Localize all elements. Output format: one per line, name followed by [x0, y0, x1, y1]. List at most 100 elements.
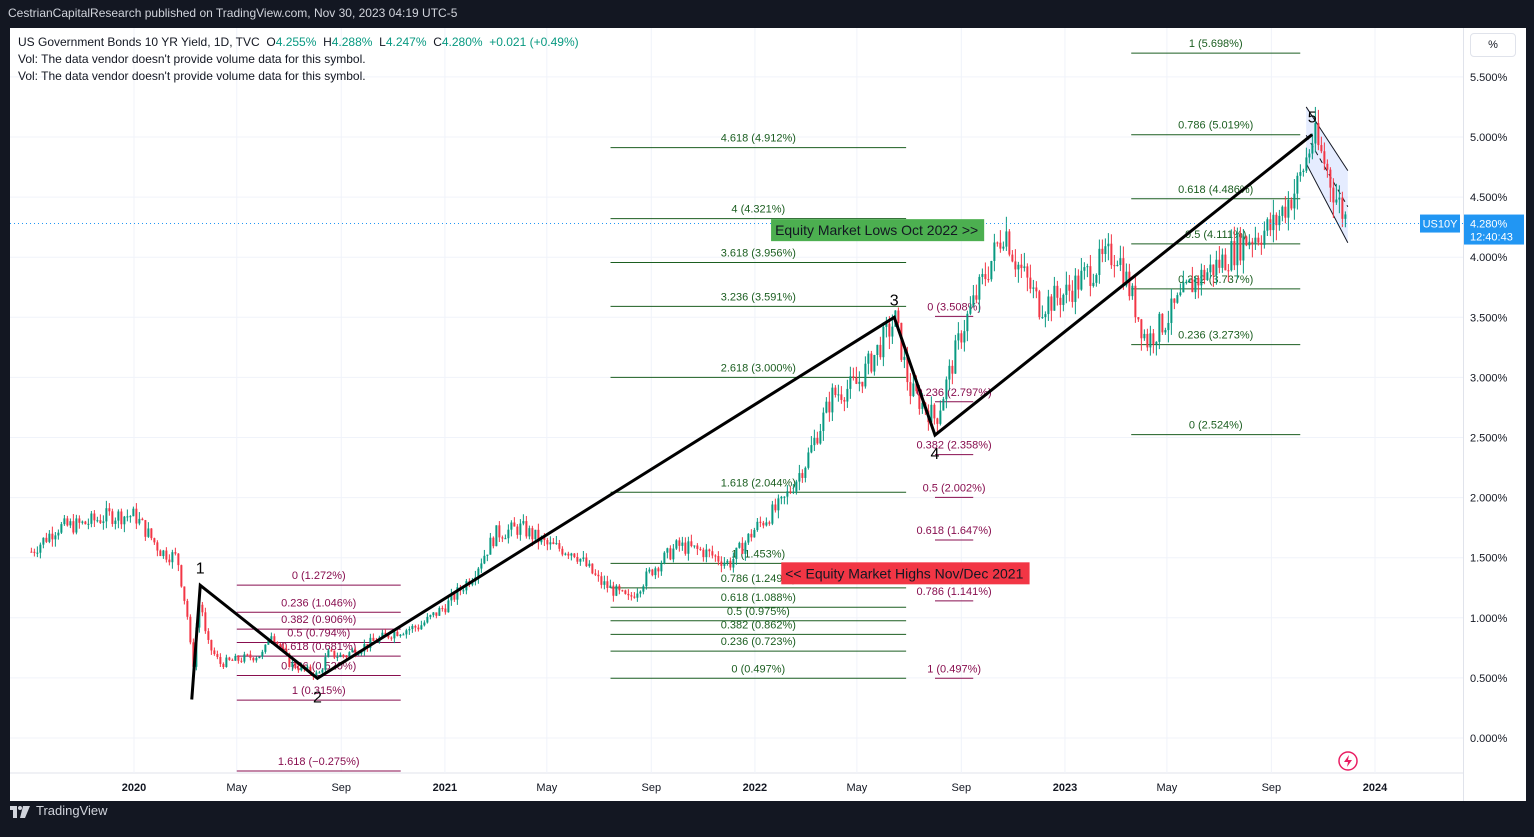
y-tick-label: 1.500% [1470, 553, 1508, 565]
price-scale[interactable]: 5.500% 5.000% 4.500% 4.000% 3.500% 3.000% 2.50… [1463, 28, 1526, 801]
candle-body [867, 353, 870, 364]
candle-body [1020, 264, 1023, 269]
candle-body [666, 548, 669, 553]
candle-body [816, 437, 819, 444]
candle-body [891, 326, 894, 337]
candle-body [720, 561, 723, 566]
fib-level-label: 0.5 (0.794%) [287, 628, 350, 640]
candle-body [1101, 248, 1104, 255]
y-tick-label: 1.000% [1470, 613, 1508, 625]
close-value: 4.280% [441, 35, 483, 49]
candle-body [1140, 319, 1143, 339]
candle-body [843, 399, 846, 402]
annotation-label: << Equity Market Highs Nov/Dec 2021 [785, 565, 1023, 581]
candle-body [753, 529, 756, 538]
candle-body [621, 590, 624, 592]
fib-level-label: 0.236 (3.273%) [1178, 330, 1253, 342]
y-tick-label: 5.500% [1470, 72, 1508, 84]
candle-body [939, 410, 942, 424]
candle-body [384, 632, 387, 635]
candle-body [1089, 266, 1092, 286]
candle-body [654, 568, 657, 576]
candle-body [999, 242, 1002, 249]
candle-body [411, 625, 414, 630]
candle-body [1197, 277, 1200, 286]
candle-body [315, 672, 318, 677]
candle-body [591, 563, 594, 574]
candle-body [96, 520, 99, 522]
candle-body [510, 522, 513, 530]
candle-body [435, 612, 438, 616]
candle-body [108, 508, 111, 512]
candle-body [1032, 287, 1035, 289]
open-value: 4.255% [275, 35, 317, 49]
candle-body [819, 430, 822, 444]
candle-body [1137, 317, 1140, 320]
candle-body [300, 665, 303, 671]
candle-body [942, 399, 945, 411]
fib-level-label: 0.236 (1.046%) [281, 597, 356, 609]
wave-label: 1 [196, 560, 205, 577]
candle-body [102, 521, 105, 523]
candle-body [1326, 163, 1329, 170]
candle-body [519, 523, 522, 535]
candle-body [765, 522, 768, 526]
candle-body [381, 632, 384, 638]
candle-body [1314, 123, 1317, 144]
candle-body [1200, 269, 1203, 286]
candle-body [660, 563, 663, 572]
candle-body [258, 656, 261, 659]
candle-body [1293, 193, 1296, 209]
candle-body [69, 521, 72, 526]
candle-body [990, 260, 993, 280]
candle-body [678, 540, 681, 546]
candle-body [714, 555, 717, 557]
candle-body [1332, 187, 1335, 203]
candle-body [1242, 236, 1245, 261]
candle-body [486, 554, 489, 556]
candle-body [879, 344, 882, 358]
legend-ohlc-row: US Government Bonds 10 YR Yield, 1D, TVC… [18, 34, 579, 51]
candle-body [912, 383, 915, 397]
x-tick-label: Sep [952, 782, 972, 794]
candle-body [1173, 298, 1176, 303]
y-tick-label: 5.000% [1470, 132, 1508, 144]
candle-body [1212, 264, 1215, 276]
candle-body [150, 528, 153, 539]
candle-body [1215, 259, 1218, 276]
symbol-title[interactable]: US Government Bonds 10 YR Yield, 1D, TVC [18, 35, 260, 49]
candle-body [873, 354, 876, 372]
candle-body [948, 365, 951, 380]
candle-body [1044, 314, 1047, 318]
candle-body [399, 634, 402, 637]
candle-body [204, 612, 207, 632]
candle-body [1113, 265, 1116, 267]
candle-body [1107, 243, 1110, 247]
candle-body [624, 590, 627, 594]
candle-body [1026, 266, 1029, 278]
candle-body [759, 521, 762, 523]
candle-body [1224, 254, 1227, 271]
candle-body [408, 629, 411, 631]
candle-body [537, 529, 540, 543]
candle-body [369, 637, 372, 648]
candle-body [420, 625, 423, 630]
x-tick-label: Sep [642, 782, 662, 794]
candle-body [1311, 143, 1314, 154]
percent-mode-button[interactable]: % [1470, 33, 1516, 57]
x-tick-label: Sep [331, 782, 351, 794]
candle-body [450, 593, 453, 601]
chart-panel[interactable]: 2020 May Sep 2021 May Sep 2022 May Sep 2023 May Sep… [10, 28, 1463, 801]
candle-body [1068, 284, 1071, 291]
candle-body [246, 654, 249, 656]
candle-body [861, 381, 864, 387]
wave-label: 4 [931, 446, 940, 463]
candle-body [1074, 275, 1077, 302]
candle-body [855, 377, 858, 384]
x-tick-label: 2024 [1363, 782, 1388, 794]
candle-body [771, 504, 774, 524]
candle-body [84, 521, 87, 525]
candle-body [930, 404, 933, 423]
chart-canvas[interactable]: 2020 May Sep 2021 May Sep 2022 May Sep 2023 May Sep… [10, 28, 1463, 801]
candle-body [153, 538, 156, 543]
